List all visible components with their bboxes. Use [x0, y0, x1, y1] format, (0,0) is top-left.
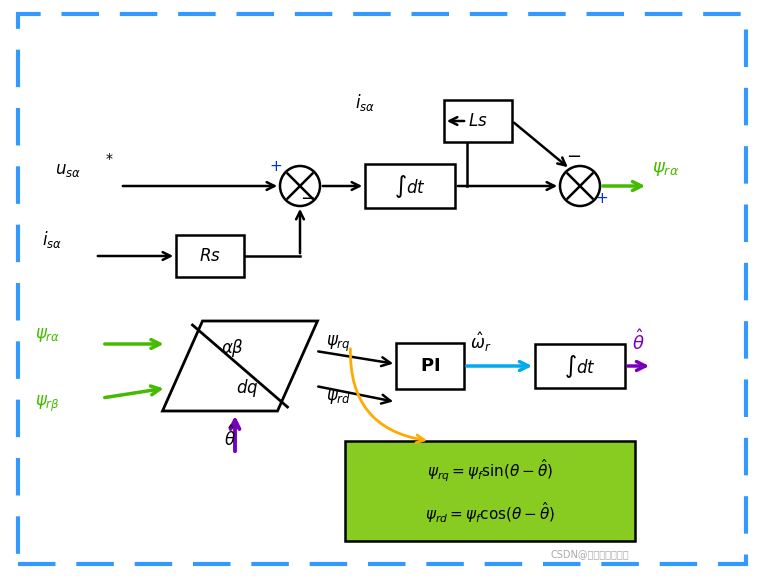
Text: $+$: $+$ [269, 159, 282, 174]
Polygon shape [162, 321, 317, 411]
Text: $\hat{\theta}$: $\hat{\theta}$ [632, 329, 645, 354]
FancyBboxPatch shape [444, 100, 512, 142]
Text: $\hat{\omega}_r$: $\hat{\omega}_r$ [470, 331, 491, 354]
Circle shape [280, 166, 320, 206]
FancyBboxPatch shape [365, 164, 455, 208]
Text: $-$: $-$ [301, 188, 316, 206]
Text: $\psi_{r\alpha}$: $\psi_{r\alpha}$ [652, 160, 679, 178]
Text: $\alpha\beta$: $\alpha\beta$ [222, 337, 245, 359]
Text: $\hat{\theta}$: $\hat{\theta}$ [224, 426, 236, 450]
Text: $\psi_{rq}=\psi_f\sin(\theta-\hat{\theta})$: $\psi_{rq}=\psi_f\sin(\theta-\hat{\theta… [427, 458, 553, 484]
Circle shape [560, 166, 600, 206]
Text: $Rs$: $Rs$ [199, 247, 221, 265]
Text: $dq$: $dq$ [236, 377, 259, 399]
Text: $\psi_{r\beta}$: $\psi_{r\beta}$ [35, 394, 60, 414]
Text: $\int dt$: $\int dt$ [394, 172, 426, 199]
Text: $\psi_{r\alpha}$: $\psi_{r\alpha}$ [35, 326, 60, 344]
FancyBboxPatch shape [345, 441, 635, 541]
Text: CSDN@初心不忘产学研: CSDN@初心不忘产学研 [551, 549, 630, 559]
Text: $\psi_{rd}$: $\psi_{rd}$ [325, 388, 350, 406]
FancyBboxPatch shape [535, 344, 625, 388]
Text: $*$: $*$ [105, 150, 113, 164]
Text: $i_{s\alpha}$: $i_{s\alpha}$ [355, 92, 375, 113]
Text: $Ls$: $Ls$ [468, 112, 488, 130]
FancyBboxPatch shape [176, 235, 244, 277]
Text: $\psi_{rq}$: $\psi_{rq}$ [325, 334, 350, 354]
Text: $i_{s\alpha}$: $i_{s\alpha}$ [42, 229, 62, 250]
Text: $u_{s\alpha}$: $u_{s\alpha}$ [55, 161, 81, 179]
FancyBboxPatch shape [396, 343, 464, 389]
Text: $+$: $+$ [595, 191, 609, 206]
Text: $-$: $-$ [566, 146, 581, 164]
Text: $\mathbf{PI}$: $\mathbf{PI}$ [420, 357, 440, 375]
Text: $\int dt$: $\int dt$ [564, 353, 596, 380]
Text: $\psi_{rd}=\psi_f\cos(\theta-\hat{\theta})$: $\psi_{rd}=\psi_f\cos(\theta-\hat{\theta… [425, 501, 555, 525]
